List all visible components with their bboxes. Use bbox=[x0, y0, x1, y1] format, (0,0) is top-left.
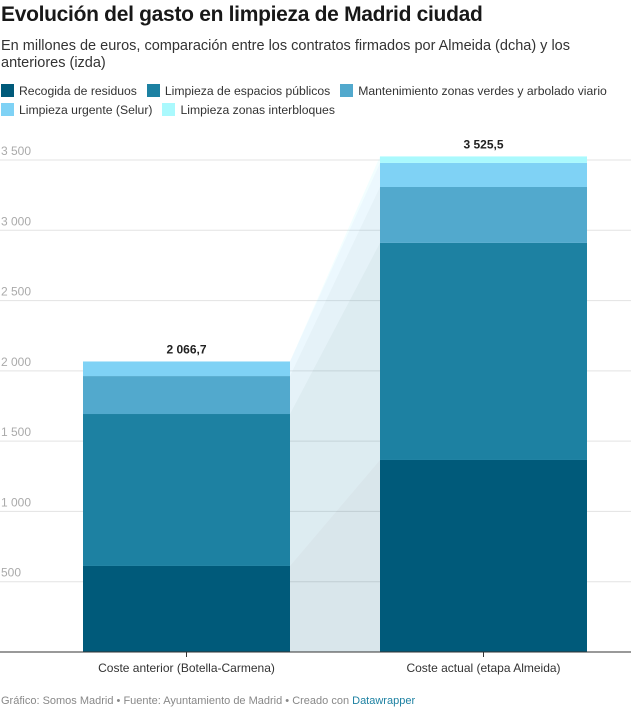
bar-segment bbox=[83, 376, 290, 415]
y-tick-label: 500 bbox=[1, 566, 21, 580]
bar-segment bbox=[83, 565, 290, 652]
connector-area bbox=[290, 459, 380, 652]
legend-label: Limpieza de espacios públicos bbox=[164, 83, 331, 98]
legend-label: Recogida de residuos bbox=[19, 83, 137, 98]
bar-segment bbox=[380, 162, 587, 187]
legend-item-espacios: Limpieza de espacios públicos bbox=[146, 83, 331, 98]
stacked-bar-chart: 500 1 000 1 500 2 000 2 500 3 000 3 500 2 066,7… bbox=[0, 137, 631, 675]
legend-item-interbloques: Limpieza zonas interbloques bbox=[162, 102, 335, 117]
connector-area bbox=[290, 162, 380, 377]
bar-segment bbox=[380, 459, 587, 652]
connector-area bbox=[290, 242, 380, 566]
y-tick-label: 2 000 bbox=[1, 355, 31, 369]
y-tick-label: 1 000 bbox=[1, 495, 31, 509]
footer: Gráfico: Somos Madrid • Fuente: Ayuntami… bbox=[1, 695, 415, 707]
connector-area bbox=[290, 156, 380, 362]
legend-swatch bbox=[162, 103, 176, 116]
y-tick-label: 2 500 bbox=[1, 285, 31, 299]
bar-segment bbox=[83, 361, 290, 377]
chart-subtitle: En millones de euros, comparación entre … bbox=[1, 38, 570, 71]
y-tick-label: 1 500 bbox=[1, 425, 31, 439]
bar-segment bbox=[83, 414, 290, 566]
total-label: 3 525,5 bbox=[463, 137, 503, 151]
legend-label: Mantenimiento zonas verdes y arbolado vi… bbox=[358, 83, 607, 98]
x-tick-label: Coste anterior (Botella-Carmena) bbox=[98, 661, 275, 675]
bar-segment bbox=[380, 242, 587, 460]
legend-swatch bbox=[146, 84, 160, 97]
x-tick-label: Coste actual (etapa Almeida) bbox=[406, 661, 560, 675]
y-tick-label: 3 500 bbox=[1, 144, 31, 158]
connector-area bbox=[290, 186, 380, 415]
legend-swatch bbox=[1, 103, 14, 116]
legend-label: Limpieza zonas interbloques bbox=[180, 102, 335, 117]
legend-label: Limpieza urgente (Selur) bbox=[19, 102, 153, 117]
legend-item-zonas-verdes: Mantenimiento zonas verdes y arbolado vi… bbox=[340, 84, 607, 98]
legend-row-1: Recogida de residuos Limpieza de espacio… bbox=[1, 81, 629, 100]
datawrapper-link[interactable]: Datawrapper bbox=[352, 695, 416, 707]
legend-swatch bbox=[1, 84, 14, 97]
legend-swatch bbox=[340, 84, 354, 97]
legend-item-residuos: Recogida de residuos bbox=[1, 84, 137, 98]
bar-segment bbox=[380, 156, 587, 163]
footer-credits: Gráfico: Somos Madrid • Fuente: Ayuntami… bbox=[1, 695, 353, 707]
chart-title: Evolución del gasto en limpieza de Madri… bbox=[1, 3, 483, 26]
legend-row-2: Limpieza urgente (Selur) Limpieza zonas … bbox=[1, 100, 629, 119]
legend-item-urgente: Limpieza urgente (Selur) bbox=[1, 103, 152, 117]
y-tick-label: 3 000 bbox=[1, 214, 31, 228]
legend: Recogida de residuos Limpieza de espacio… bbox=[1, 81, 629, 119]
bar-segment bbox=[380, 186, 587, 243]
total-label: 2 066,7 bbox=[166, 342, 206, 356]
